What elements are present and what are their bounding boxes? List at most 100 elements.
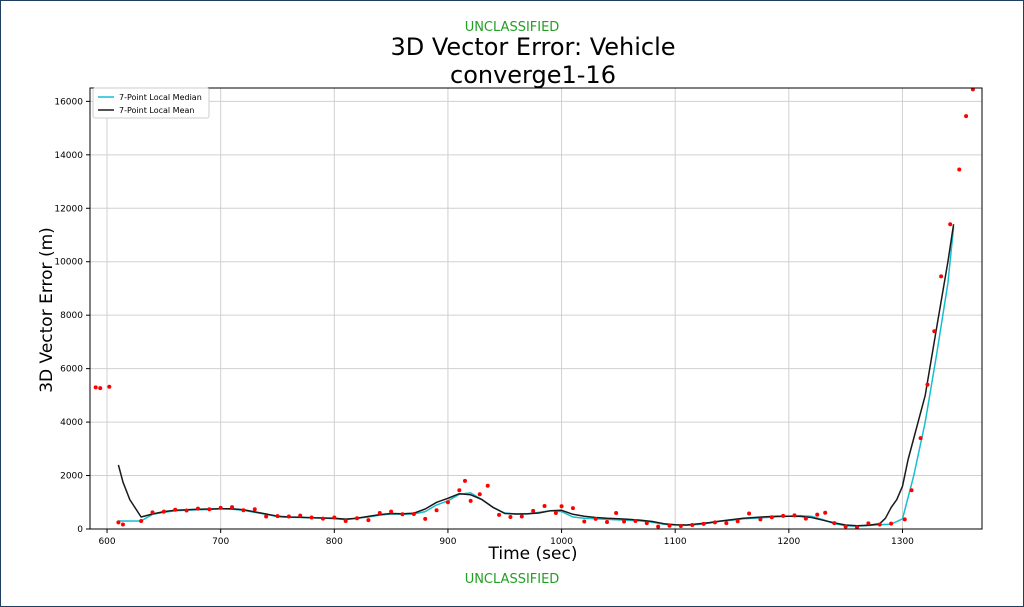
data-point bbox=[218, 505, 223, 510]
y-tick-label: 4000 bbox=[60, 418, 83, 428]
y-tick-label: 2000 bbox=[60, 472, 83, 482]
data-point bbox=[531, 508, 536, 513]
data-point bbox=[614, 510, 619, 515]
x-tick-label: 1100 bbox=[664, 537, 687, 547]
data-point bbox=[485, 483, 490, 488]
y-tick-label: 8000 bbox=[60, 311, 83, 321]
data-point bbox=[866, 521, 871, 526]
data-point bbox=[832, 521, 837, 526]
legend-box bbox=[92, 87, 210, 119]
data-point bbox=[264, 514, 269, 519]
chart-title: 3D Vector Error: Vehicle bbox=[390, 33, 675, 61]
data-point bbox=[241, 508, 246, 513]
data-point bbox=[690, 522, 695, 527]
axes: 600 700 800 900 1000 1100 1200 1300 0 2000 4000 600… bbox=[54, 87, 983, 547]
data-point bbox=[320, 516, 325, 521]
chart-subtitle: converge1-16 bbox=[450, 61, 616, 89]
data-point bbox=[735, 519, 740, 524]
data-point bbox=[434, 508, 439, 513]
data-point bbox=[445, 500, 450, 505]
data-point bbox=[389, 509, 394, 514]
data-point bbox=[758, 517, 763, 522]
data-point bbox=[468, 498, 473, 503]
data-point bbox=[902, 517, 907, 522]
y-tick-label: 16000 bbox=[54, 97, 83, 107]
x-tick-label: 600 bbox=[98, 537, 115, 547]
data-point bbox=[667, 523, 672, 528]
y-axis-label: 3D Vector Error (m) bbox=[37, 227, 57, 393]
x-axis-label: Time (sec) bbox=[488, 544, 578, 564]
x-tick-label: 800 bbox=[326, 537, 343, 547]
data-point bbox=[644, 521, 649, 526]
data-point bbox=[411, 512, 416, 517]
data-point bbox=[173, 507, 178, 512]
data-point bbox=[93, 385, 98, 390]
data-point bbox=[747, 511, 752, 516]
data-point bbox=[477, 492, 482, 497]
data-point bbox=[120, 522, 125, 527]
data-point bbox=[508, 514, 513, 519]
series-line-median bbox=[118, 226, 955, 527]
data-point bbox=[553, 510, 558, 515]
x-tick-label: 1200 bbox=[777, 537, 800, 547]
data-point bbox=[855, 525, 860, 530]
data-point bbox=[332, 515, 337, 520]
data-point bbox=[298, 513, 303, 518]
data-point bbox=[622, 519, 627, 524]
data-point bbox=[275, 514, 280, 519]
data-point bbox=[701, 521, 706, 526]
data-point bbox=[423, 516, 428, 521]
plot-frame bbox=[89, 87, 983, 530]
data-point bbox=[161, 509, 166, 514]
data-point bbox=[593, 516, 598, 521]
data-point bbox=[497, 512, 502, 517]
legend-label-median: 7-Point Local Median bbox=[119, 93, 202, 102]
data-point bbox=[769, 515, 774, 520]
data-point bbox=[781, 513, 786, 518]
legend: 7-Point Local Median 7-Point Local Mean bbox=[92, 87, 210, 119]
data-point bbox=[559, 504, 564, 509]
data-point bbox=[377, 510, 382, 515]
data-point bbox=[343, 518, 348, 523]
data-point bbox=[939, 274, 944, 279]
x-tick-label: 1000 bbox=[550, 537, 573, 547]
data-point bbox=[139, 518, 144, 523]
data-point bbox=[803, 516, 808, 521]
data-point bbox=[116, 520, 121, 525]
data-point bbox=[457, 488, 462, 493]
data-point bbox=[843, 524, 848, 529]
x-tick-label: 900 bbox=[439, 537, 456, 547]
plot-area bbox=[90, 87, 982, 530]
data-point bbox=[925, 382, 930, 387]
series-line-mean bbox=[117, 224, 955, 527]
legend-label-mean: 7-Point Local Mean bbox=[119, 106, 194, 115]
data-point bbox=[678, 524, 683, 529]
data-point bbox=[918, 436, 923, 441]
data-point bbox=[309, 515, 314, 520]
data-point bbox=[366, 518, 371, 523]
data-point bbox=[355, 516, 360, 521]
data-point bbox=[964, 114, 969, 119]
data-point bbox=[712, 520, 717, 525]
data-point bbox=[542, 504, 547, 509]
data-point bbox=[792, 513, 797, 518]
data-point bbox=[195, 506, 200, 511]
data-point bbox=[184, 508, 189, 513]
data-point bbox=[207, 507, 212, 512]
data-point bbox=[150, 510, 155, 515]
data-point bbox=[877, 522, 882, 527]
data-point bbox=[462, 478, 467, 483]
data-point bbox=[909, 488, 914, 493]
data-point bbox=[582, 519, 587, 524]
y-tick-label: 0 bbox=[77, 525, 83, 535]
y-tick-label: 12000 bbox=[54, 204, 83, 214]
data-point bbox=[815, 512, 820, 517]
data-point bbox=[107, 384, 112, 389]
classification-bottom: UNCLASSIFIED bbox=[464, 572, 560, 587]
data-point bbox=[519, 514, 524, 519]
data-point bbox=[98, 386, 103, 391]
data-point bbox=[605, 520, 610, 525]
data-point bbox=[230, 505, 235, 510]
y-tick-label: 6000 bbox=[60, 365, 83, 375]
